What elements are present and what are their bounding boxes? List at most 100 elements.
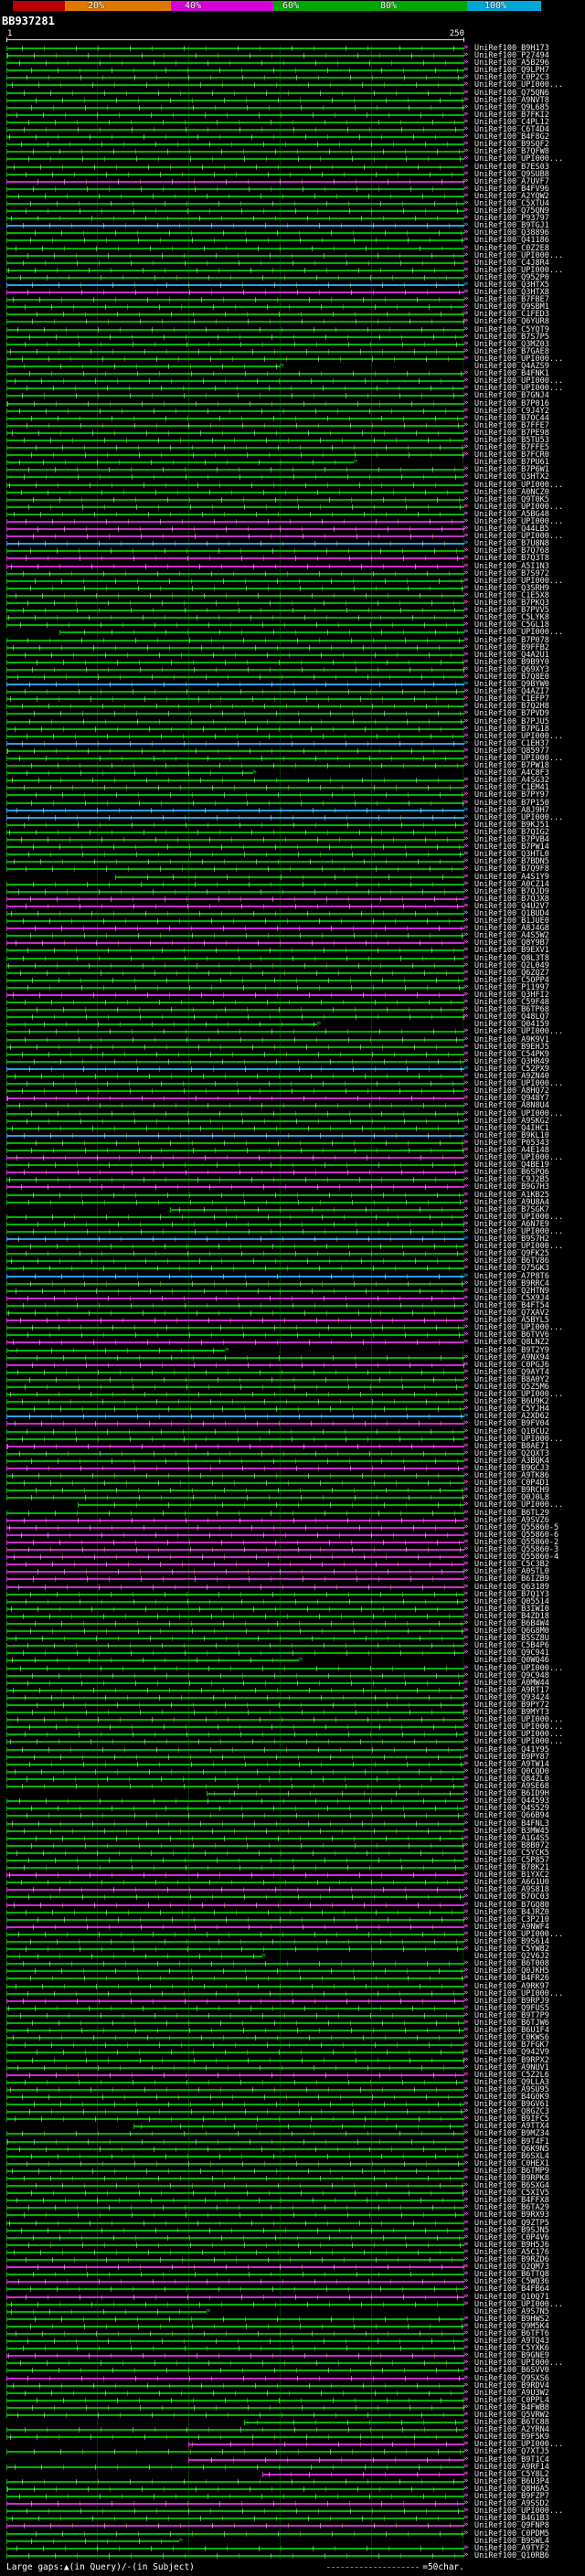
alignment-bar[interactable] — [6, 1694, 464, 1701]
hit-accession-label[interactable]: UniRef100_B6TTQ8 — [474, 2270, 549, 2280]
hit-accession-label[interactable]: UniRef100_B7S972 — [474, 568, 549, 578]
hit-accession-label[interactable]: UniRef100_B7GQ80 — [474, 1900, 549, 1910]
alignment-bar[interactable] — [6, 1310, 464, 1317]
hit-accession-label[interactable]: UniRef100_A0STL0 — [474, 1567, 549, 1577]
hit-accession-label[interactable]: UniRef100_C5Y8L2 — [474, 2469, 549, 2479]
alignment-bar[interactable] — [6, 903, 464, 909]
alignment-bar[interactable] — [6, 312, 464, 318]
hit-accession-label[interactable]: UniRef100_B9T1C4 — [474, 2454, 549, 2465]
hit-accession-label[interactable]: UniRef100_Q55860-6 — [474, 1530, 559, 1540]
hit-accession-label[interactable]: UniRef100_UPI000... — [474, 250, 564, 260]
alignment-bar[interactable] — [6, 2131, 464, 2137]
hit-accession-label[interactable]: UniRef100_A8HQ72 — [474, 1087, 549, 1097]
hit-accession-label[interactable]: UniRef100_B6T008 — [474, 1959, 549, 1969]
alignment-bar[interactable] — [6, 1251, 464, 1257]
alignment-bar[interactable] — [6, 2375, 464, 2381]
alignment-bar[interactable] — [6, 2353, 464, 2359]
hit-accession-label[interactable]: UniRef100_A2XD62 — [474, 1412, 549, 1422]
alignment-bar[interactable] — [6, 541, 464, 547]
hit-accession-label[interactable]: UniRef100_A4SG32 — [474, 776, 549, 786]
alignment-bar[interactable] — [6, 1014, 464, 1021]
alignment-bar[interactable] — [6, 2301, 464, 2307]
hit-accession-label[interactable]: UniRef100_UPI000... — [474, 1730, 564, 1740]
alignment-bar[interactable] — [6, 1280, 464, 1287]
hit-accession-label[interactable]: UniRef100_A9NUV1 — [474, 2062, 549, 2072]
hit-accession-label[interactable]: UniRef100_A2YQW2 — [474, 191, 549, 201]
hit-accession-label[interactable]: UniRef100_UPI000... — [474, 1390, 564, 1400]
hit-accession-label[interactable]: UniRef100_UPI000... — [474, 502, 564, 512]
alignment-bar[interactable] — [6, 290, 464, 296]
alignment-bar[interactable] — [6, 592, 464, 599]
hit-accession-label[interactable]: UniRef100_C5X9J4 — [474, 1293, 549, 1303]
alignment-bar[interactable] — [6, 814, 464, 821]
alignment-bar[interactable] — [6, 326, 464, 333]
alignment-bar[interactable] — [6, 1754, 464, 1760]
hit-accession-label[interactable]: UniRef100_A9SKG2 — [474, 1116, 549, 1126]
hit-accession-label[interactable]: UniRef100_UPI000... — [474, 517, 564, 526]
hit-accession-label[interactable]: UniRef100_B7QIG2 — [474, 827, 549, 837]
alignment-bar[interactable] — [6, 756, 464, 761]
alignment-bar[interactable] — [6, 119, 464, 125]
alignment-bar[interactable] — [6, 274, 464, 281]
alignment-bar[interactable] — [6, 1739, 464, 1745]
alignment-bar[interactable] — [6, 704, 464, 710]
hit-accession-label[interactable]: UniRef100_C5YJH4 — [474, 1405, 549, 1415]
alignment-bar[interactable] — [6, 2212, 464, 2219]
alignment-bar[interactable] — [6, 1828, 464, 1834]
hit-accession-label[interactable]: UniRef100_UPI000... — [474, 1323, 564, 1333]
alignment-bar[interactable] — [6, 2434, 464, 2441]
alignment-bar[interactable] — [6, 1421, 464, 1427]
hit-accession-label[interactable]: UniRef100_Q2QM73 — [474, 2263, 549, 2273]
hit-accession-label[interactable]: UniRef100_C54PK9 — [474, 1049, 549, 1059]
hit-accession-label[interactable]: UniRef100_B7PJU5 — [474, 716, 549, 726]
alignment-bar[interactable] — [6, 1598, 464, 1605]
hit-accession-label[interactable]: UniRef100_Q5Z5M6 — [474, 1382, 549, 1392]
alignment-bar[interactable] — [6, 778, 464, 784]
hit-accession-label[interactable]: UniRef100_A9SE68 — [474, 1782, 549, 1792]
alignment-bar[interactable] — [6, 386, 464, 392]
alignment-bar[interactable] — [6, 740, 464, 747]
alignment-bar[interactable] — [6, 193, 464, 199]
alignment-bar[interactable] — [6, 615, 464, 621]
hit-accession-label[interactable]: UniRef100_C5WQ36 — [474, 2277, 549, 2287]
hit-accession-label[interactable]: UniRef100_B4G0K9 — [474, 2092, 549, 2102]
hit-accession-label[interactable]: UniRef100_B9PY87 — [474, 1752, 549, 1762]
alignment-bar[interactable] — [6, 429, 464, 436]
hit-accession-label[interactable]: UniRef100_B9RPX2 — [474, 2055, 549, 2065]
hit-accession-label[interactable]: UniRef100_B9RDV4 — [474, 2380, 549, 2390]
alignment-bar[interactable] — [6, 1044, 464, 1050]
hit-accession-label[interactable]: UniRef100_B9FZP7 — [474, 2492, 549, 2502]
hit-accession-label[interactable]: UniRef100_A3BQK4 — [474, 1456, 549, 1466]
hit-accession-label[interactable]: UniRef100_B7PG18 — [474, 724, 549, 734]
hit-accession-label[interactable]: UniRef100_B6TA29 — [474, 2203, 549, 2213]
alignment-bar[interactable] — [6, 348, 464, 355]
hit-accession-label[interactable]: UniRef100_B6TMP9 — [474, 2166, 549, 2176]
alignment-bar[interactable] — [6, 888, 464, 895]
hit-accession-label[interactable]: UniRef100_Q7XTJ5 — [474, 2447, 549, 2457]
alignment-bar[interactable] — [6, 1488, 464, 1494]
alignment-bar[interactable] — [6, 548, 464, 555]
hit-accession-label[interactable]: UniRef100_B7QFW8 — [474, 147, 549, 157]
alignment-bar[interactable] — [6, 408, 464, 414]
hit-accession-label[interactable]: UniRef100_Q44LB5 — [474, 525, 549, 535]
hit-accession-label[interactable]: UniRef100_B4FNK1 — [474, 369, 549, 379]
alignment-bar[interactable] — [6, 1776, 464, 1782]
alignment-bar[interactable] — [6, 230, 464, 237]
alignment-bar[interactable] — [6, 1125, 464, 1131]
alignment-bar[interactable] — [6, 2094, 464, 2100]
alignment-bar[interactable] — [6, 2279, 464, 2285]
hit-accession-label[interactable]: UniRef100_B1JUE0 — [474, 917, 549, 927]
alignment-bar[interactable] — [6, 1650, 464, 1657]
alignment-bar[interactable] — [6, 711, 464, 717]
alignment-bar[interactable] — [6, 1362, 464, 1368]
alignment-bar[interactable] — [6, 940, 464, 947]
alignment-bar[interactable] — [6, 1473, 464, 1479]
alignment-bar[interactable] — [6, 200, 464, 207]
alignment-bar[interactable] — [6, 1436, 464, 1442]
alignment-bar[interactable] — [6, 852, 464, 858]
alignment-bar[interactable] — [6, 970, 464, 976]
alignment-bar[interactable] — [6, 60, 464, 67]
hit-accession-label[interactable]: UniRef100_Q3SRH9 — [474, 583, 549, 593]
alignment-bar[interactable] — [114, 874, 464, 880]
hit-accession-label[interactable]: UniRef100_A6N7E9 — [474, 1219, 549, 1229]
